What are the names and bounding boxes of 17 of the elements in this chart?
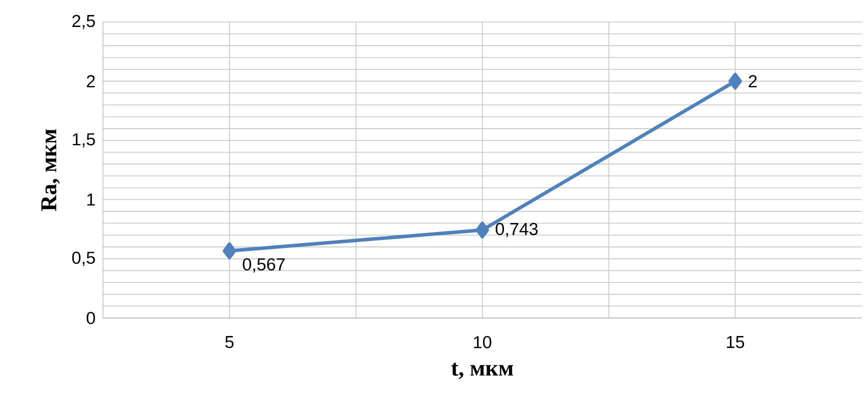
data-label: 0,567 [242, 258, 285, 273]
y-tick-label: 0,5 [72, 252, 95, 266]
y-axis-title: Ra, мкм [41, 129, 60, 212]
data-label: 2 [748, 75, 757, 88]
point [222, 242, 236, 260]
y-tick-label: 2,5 [72, 14, 95, 30]
point [728, 72, 742, 90]
y-tick-label: 0 [86, 312, 95, 324]
y-tick-label: 1 [87, 194, 95, 206]
y-tick-label: 2 [86, 75, 95, 88]
point [476, 222, 490, 238]
x-axis-title: t, мкм [451, 362, 514, 380]
y-tick-label: 1,5 [72, 133, 95, 148]
x-tick-label: 15 [726, 336, 744, 348]
x-tick-label: 5 [225, 336, 234, 348]
x-tick-label: 10 [474, 336, 492, 348]
data-label: 0,743 [496, 222, 538, 238]
